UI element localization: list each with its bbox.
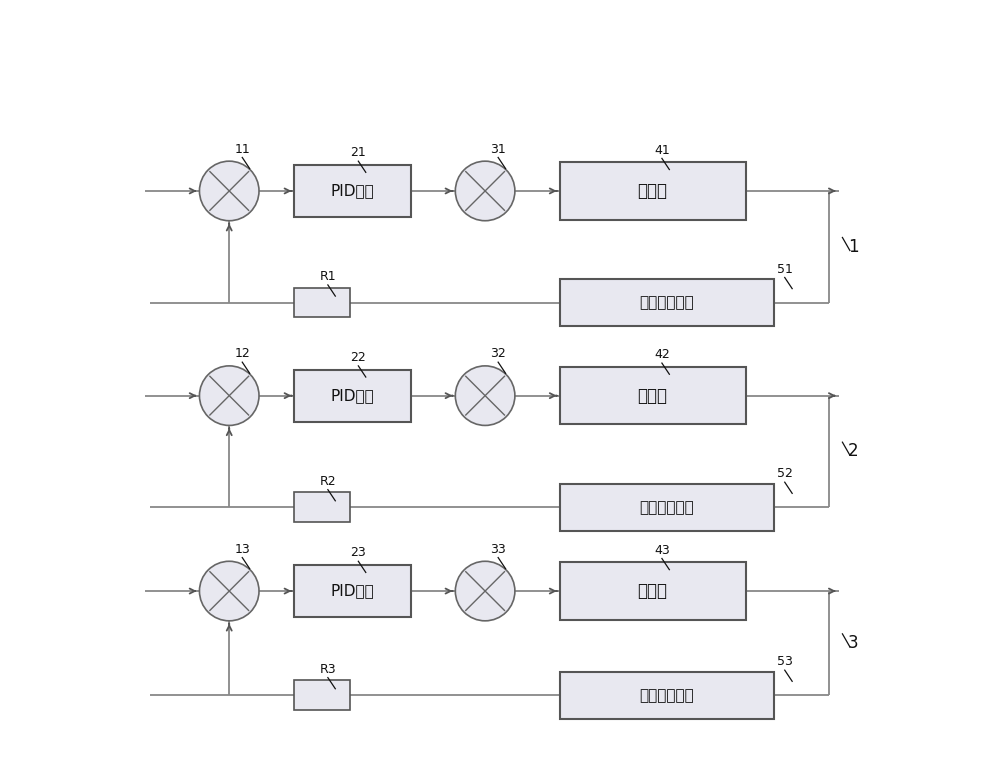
- Text: R3: R3: [320, 662, 336, 676]
- Bar: [560, 562, 746, 620]
- Bar: [294, 565, 411, 617]
- Circle shape: [199, 561, 259, 621]
- Bar: [294, 493, 350, 522]
- Bar: [560, 672, 774, 719]
- Bar: [560, 162, 746, 220]
- Text: 31: 31: [490, 142, 506, 156]
- Text: 23: 23: [350, 547, 366, 559]
- Circle shape: [455, 161, 515, 221]
- Text: 温度反馈单元: 温度反馈单元: [639, 295, 694, 310]
- Bar: [294, 165, 411, 217]
- Text: 52: 52: [777, 468, 793, 480]
- Text: 33: 33: [490, 543, 506, 556]
- Bar: [294, 680, 350, 710]
- Circle shape: [455, 561, 515, 621]
- Text: R1: R1: [320, 270, 336, 283]
- Text: PID单元: PID单元: [331, 583, 374, 598]
- Text: 温度反馈单元: 温度反馈单元: [639, 687, 694, 703]
- Text: PID单元: PID单元: [331, 184, 374, 199]
- Circle shape: [199, 366, 259, 425]
- Bar: [560, 367, 746, 425]
- Text: 11: 11: [234, 142, 250, 156]
- Text: 1: 1: [848, 238, 859, 256]
- Text: 12: 12: [234, 347, 250, 361]
- Text: 温度反馈单元: 温度反馈单元: [639, 500, 694, 515]
- Text: 21: 21: [350, 146, 366, 160]
- Text: 加热区: 加热区: [638, 182, 668, 200]
- Text: 32: 32: [490, 347, 506, 361]
- Text: 3: 3: [848, 634, 859, 652]
- Text: 13: 13: [234, 543, 250, 556]
- Text: 加热区: 加热区: [638, 386, 668, 404]
- Text: 42: 42: [654, 348, 670, 361]
- Circle shape: [455, 366, 515, 425]
- Bar: [560, 279, 774, 326]
- Text: 51: 51: [777, 263, 793, 275]
- Text: 43: 43: [654, 543, 670, 557]
- Text: R2: R2: [320, 475, 336, 488]
- Text: 41: 41: [654, 144, 670, 156]
- Text: 2: 2: [848, 443, 859, 461]
- Circle shape: [199, 161, 259, 221]
- Text: 53: 53: [777, 655, 793, 669]
- Bar: [294, 288, 350, 317]
- Bar: [560, 484, 774, 530]
- Text: 加热区: 加热区: [638, 582, 668, 600]
- Text: 22: 22: [350, 351, 366, 364]
- Text: PID单元: PID单元: [331, 388, 374, 404]
- Bar: [294, 370, 411, 421]
